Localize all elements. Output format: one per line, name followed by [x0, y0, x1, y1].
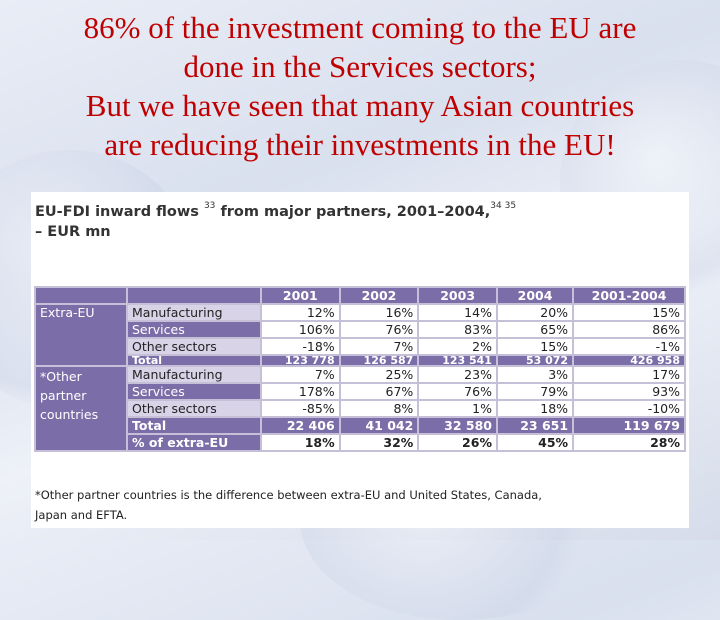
cell-value: 25% [340, 367, 418, 382]
cell-value: 2% [419, 339, 496, 354]
cell-value: 28% [574, 435, 684, 450]
cell-value: -18% [262, 339, 339, 354]
cell-value: 20% [497, 305, 573, 320]
cell-value: 8% [340, 401, 418, 416]
column-header: 2001 [262, 288, 339, 303]
caption-line2: – EUR mn [35, 223, 111, 240]
cell-value: 1% [419, 401, 496, 416]
cell-value: 32 580 [419, 418, 496, 433]
footnote-line: Japan and EFTA. [35, 508, 128, 522]
cell-value: 178% [262, 384, 339, 399]
cell-value: -10% [574, 401, 684, 416]
table-row: Total 22 406 41 042 32 580 23 651 119 67… [36, 418, 684, 433]
table-row: Other sectors -85% 8% 1% 18% -10% [36, 401, 684, 416]
cell-value: 126 587 [340, 356, 418, 365]
cell-value: 7% [262, 367, 339, 382]
table-figure: EU-FDI inward flows 33 from major partne… [31, 192, 689, 528]
cell-value: -85% [262, 401, 339, 416]
caption-mid: from major partners, 2001–2004, [220, 203, 491, 220]
cell-value: 65% [497, 322, 573, 337]
cell-value: 15% [497, 339, 573, 354]
slide-title: 86% of the investment coming to the EU a… [0, 8, 720, 164]
cell-value: 86% [574, 322, 684, 337]
cell-value: 76% [340, 322, 418, 337]
cell-value: 23 651 [497, 418, 573, 433]
row-category: Services [128, 322, 260, 337]
cell-value: 15% [574, 305, 684, 320]
cell-value: 18% [262, 435, 339, 450]
header-blank [36, 288, 126, 303]
table-row: Total 123 778 126 587 123 541 53 072 426… [36, 356, 684, 365]
caption-footnote-ref: 33 [203, 201, 216, 211]
cell-value: 18% [497, 401, 573, 416]
cell-value: 79% [497, 384, 573, 399]
slide-title-line: done in the Services sectors; [183, 49, 537, 84]
row-category: Other sectors [128, 401, 260, 416]
row-category: Manufacturing [128, 367, 260, 382]
table-row: Services 178% 67% 76% 79% 93% [36, 384, 684, 399]
cell-value: 123 778 [262, 356, 339, 365]
slide-title-line: But we have seen that many Asian countri… [85, 88, 635, 123]
cell-value: 426 958 [574, 356, 684, 365]
slide-title-line: 86% of the investment coming to the EU a… [83, 10, 637, 45]
column-header: 2004 [497, 288, 573, 303]
cell-value: 106% [262, 322, 339, 337]
group-label: Extra-EU [36, 305, 126, 365]
cell-value: 22 406 [262, 418, 339, 433]
cell-value: 45% [497, 435, 573, 450]
caption-footnote-ref: 34 35 [490, 201, 517, 211]
cell-value: 14% [419, 305, 496, 320]
cell-value: 83% [419, 322, 496, 337]
cell-value: 53 072 [497, 356, 573, 365]
row-category: Manufacturing [128, 305, 260, 320]
cell-value: 41 042 [340, 418, 418, 433]
row-category: Total [128, 418, 260, 433]
cell-value: 3% [497, 367, 573, 382]
cell-value: 26% [419, 435, 496, 450]
cell-value: 76% [419, 384, 496, 399]
cell-value: 123 541 [419, 356, 496, 365]
table-row: Extra-EU Manufacturing 12% 16% 14% 20% 1… [36, 305, 684, 365]
cell-value: 93% [574, 384, 684, 399]
cell-value: 32% [340, 435, 418, 450]
header-blank [128, 288, 260, 303]
cell-value: 119 679 [574, 418, 684, 433]
table-row: Other sectors -18% 7% 2% 15% -1% [36, 339, 684, 354]
cell-value: 17% [574, 367, 684, 382]
row-category: Total [128, 356, 260, 365]
row-category: Services [128, 384, 260, 399]
caption-main: EU-FDI inward flows [35, 203, 199, 220]
group-label: *Other partner countries [36, 367, 126, 450]
group-label-line: partner [40, 388, 87, 403]
slide-title-line: are reducing their investments in the EU… [104, 127, 616, 162]
column-header: 2001-2004 [574, 288, 684, 303]
group-label-line: countries [40, 407, 99, 422]
group-label-line: *Other [40, 369, 82, 384]
cell-value: 12% [262, 305, 339, 320]
table-header-row: 2001 2002 2003 2004 2001-2004 [36, 288, 684, 303]
cell-value: 67% [340, 384, 418, 399]
table-footnote: *Other partner countries is the differen… [35, 485, 687, 525]
table-caption: EU-FDI inward flows 33 from major partne… [35, 198, 685, 242]
table-row: % of extra-EU 18% 32% 26% 45% 28% [36, 435, 684, 450]
footnote-line: *Other partner countries is the differen… [35, 488, 542, 502]
column-header: 2002 [340, 288, 418, 303]
row-category: % of extra-EU [128, 435, 260, 450]
group-label-line: Extra-EU [40, 305, 95, 320]
cell-value: 16% [340, 305, 418, 320]
cell-value: -1% [574, 339, 684, 354]
column-header: 2003 [419, 288, 496, 303]
row-category: Other sectors [128, 339, 260, 354]
cell-value: 7% [340, 339, 418, 354]
cell-value: 23% [419, 367, 496, 382]
table-row: Services 106% 76% 83% 65% 86% [36, 322, 684, 337]
fdi-table: 2001 2002 2003 2004 2001-2004 Extra-EU M… [34, 286, 686, 452]
table-row: *Other partner countries Manufacturing 7… [36, 367, 684, 450]
